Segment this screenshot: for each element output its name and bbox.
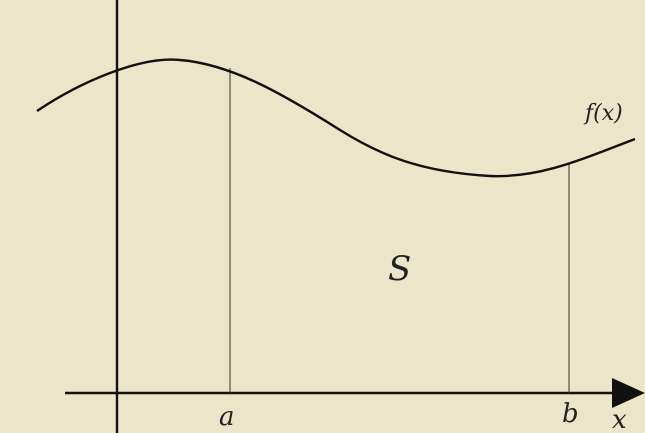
x-axis-label: x [612, 405, 627, 433]
lower-bound-label: a [219, 402, 235, 432]
function-curve [36, 58, 636, 178]
area-label: S [388, 249, 411, 289]
upper-bound-label: b [562, 399, 579, 429]
x-axis-arrow-icon [612, 378, 645, 408]
function-label: f(x) [583, 101, 623, 126]
